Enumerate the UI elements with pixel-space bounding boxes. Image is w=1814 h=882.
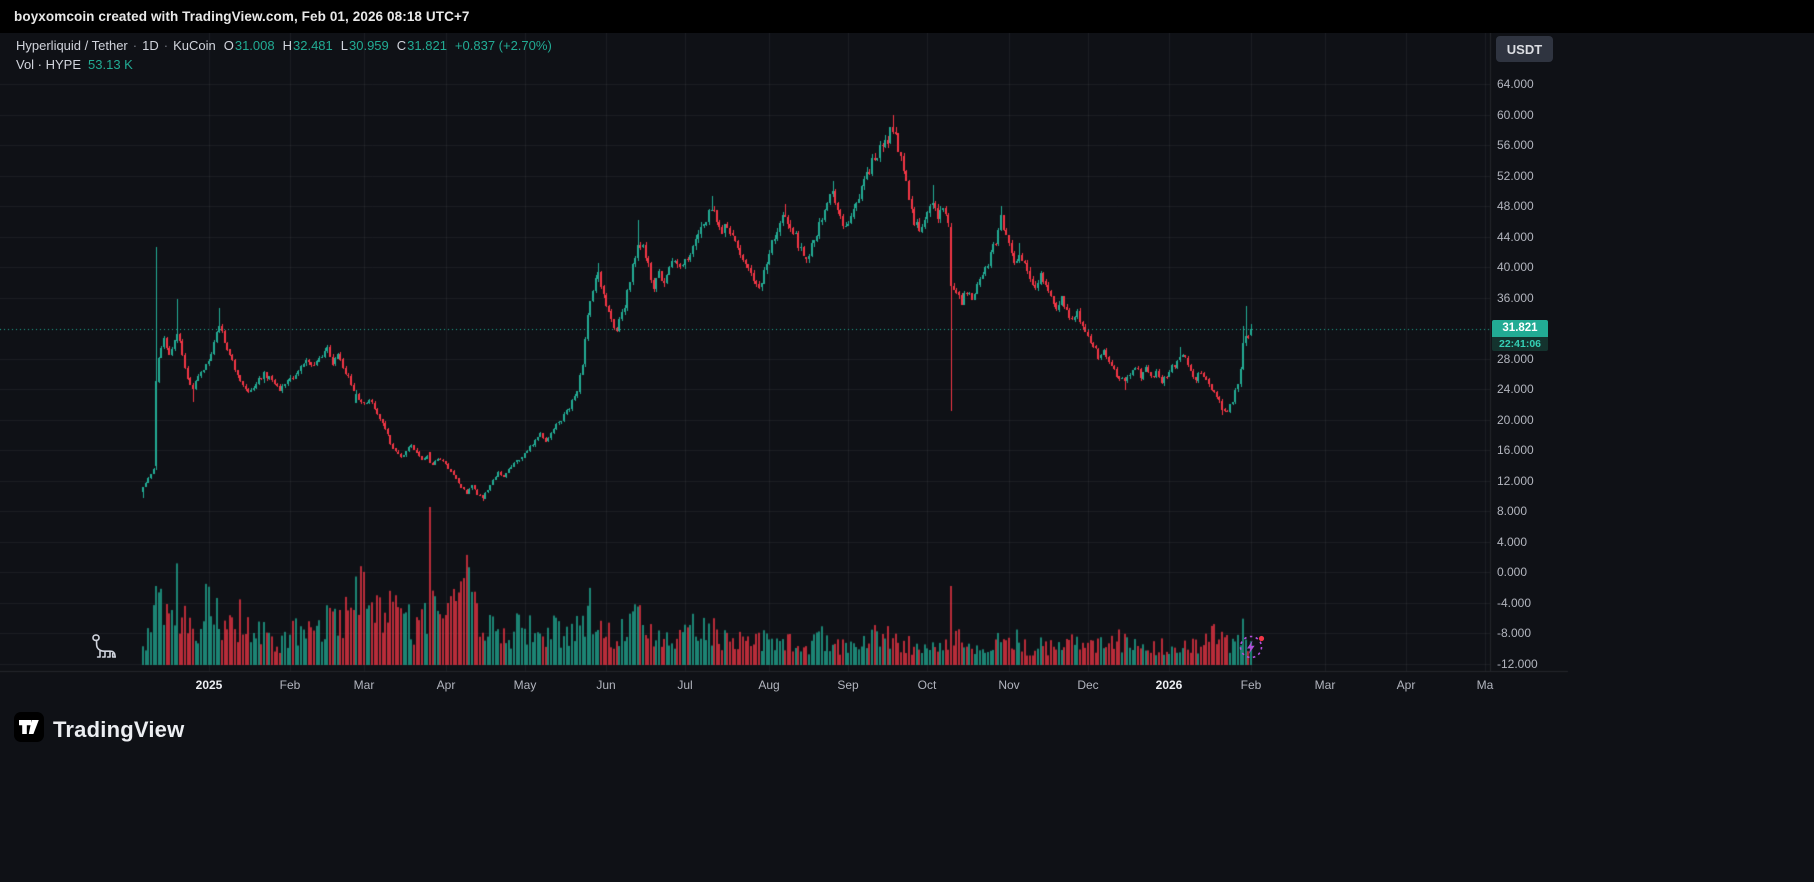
footer: TradingView [0, 696, 1814, 882]
close-value: 31.821 [407, 38, 447, 53]
price-tick-label: 0.000 [1497, 565, 1528, 579]
price-tick-label: 28.000 [1497, 351, 1534, 366]
price-tick-label: 8.000 [1497, 504, 1528, 518]
attribution-text: boyxomcoin created with TradingView.com,… [14, 9, 470, 24]
low-label: L [340, 38, 348, 53]
ohlc-close: C31.821 [397, 36, 447, 55]
chart-canvas[interactable] [0, 33, 1814, 696]
dinosaur-icon[interactable] [90, 631, 122, 668]
price-tick-label: -8.000 [1497, 626, 1532, 640]
ohlc-open: O31.008 [224, 36, 275, 55]
price-tick-label: 40.000 [1497, 260, 1534, 274]
price-tick-label: 60.000 [1497, 107, 1534, 122]
time-tick-label: Dec [1077, 678, 1099, 692]
time-tick-label: May [513, 678, 537, 692]
change-value: +0.837 (+2.70%) [454, 38, 552, 53]
volume-value: 53.13 K [88, 57, 133, 72]
price-tick-label: -12.000 [1497, 656, 1538, 671]
time-tick-label: 2025 [195, 678, 223, 692]
legend-row-main: Hyperliquid / Tether · 1D · KuCoin O31.008 H… [16, 36, 552, 55]
time-tick-label: Nov [998, 678, 1020, 692]
price-tick-label: 16.000 [1497, 443, 1534, 457]
price-tick-label: -4.000 [1497, 595, 1532, 610]
time-tick-label: Oct [917, 678, 937, 692]
price-tick-label: 20.000 [1497, 412, 1534, 427]
time-tick-label: Sep [837, 678, 859, 692]
attribution-bar: boyxomcoin created with TradingView.com,… [0, 0, 1814, 33]
time-tick-label: Feb [1240, 678, 1262, 692]
countdown-timer: 22:41:06 [1492, 337, 1548, 352]
ohlc-low: L30.959 [341, 36, 389, 55]
legend: Hyperliquid / Tether · 1D · KuCoin O31.008 H… [16, 36, 552, 74]
separator-dot: · [132, 38, 138, 53]
time-tick-label: Jun [596, 678, 616, 692]
close-label: C [396, 38, 407, 53]
price-tick-label: 52.000 [1497, 168, 1534, 183]
symbol-title[interactable]: Hyperliquid / Tether [16, 38, 128, 53]
chart-panel: Hyperliquid / Tether · 1D · KuCoin O31.008 H… [0, 33, 1814, 696]
ohlc-high: H32.481 [283, 36, 333, 55]
price-tick-label: 64.000 [1497, 77, 1534, 91]
last-price-label: 31.821 22:41:06 [1492, 320, 1548, 352]
time-tick-label: Jul [677, 678, 693, 692]
exchange-label: KuCoin [173, 38, 216, 53]
price-tick-label: 44.000 [1497, 229, 1534, 244]
time-tick-label: Mar [353, 678, 375, 692]
flash-indicator-icon[interactable] [1237, 632, 1267, 667]
time-tick-label: Ma [1476, 678, 1494, 692]
separator-dot: · [163, 38, 169, 53]
time-tick-label: Mar [1314, 678, 1336, 692]
currency-button[interactable]: USDT [1496, 36, 1553, 62]
high-value: 32.481 [293, 38, 333, 53]
tradingview-logo[interactable] [14, 712, 44, 747]
low-value: 30.959 [349, 38, 389, 53]
price-tick-label: 56.000 [1497, 138, 1534, 152]
price-tick-label: 12.000 [1497, 473, 1534, 488]
volume-label[interactable]: Vol · HYPE [16, 57, 82, 72]
time-tick-label: Apr [1396, 678, 1416, 692]
time-tick-label: 2026 [1155, 678, 1183, 692]
open-value: 31.008 [234, 38, 275, 53]
time-tick-label: Aug [758, 678, 780, 692]
high-label: H [282, 38, 292, 53]
price-tick-label: 48.000 [1497, 199, 1534, 213]
time-tick-label: Apr [436, 678, 456, 692]
interval-label[interactable]: 1D [142, 38, 159, 53]
open-label: O [223, 38, 234, 53]
time-axis[interactable]: 2025 Feb Mar Apr May Jun Jul Aug Sep Oct Nov Dec 202… [0, 671, 1814, 696]
legend-row-volume: Vol · HYPE 53.13 K [16, 55, 552, 74]
time-tick-label: Feb [279, 678, 301, 692]
price-tick-label: 4.000 [1497, 534, 1528, 549]
tradingview-wordmark[interactable]: TradingView [53, 716, 185, 742]
price-tick-label: 24.000 [1497, 382, 1534, 396]
price-tick-label: 36.000 [1497, 290, 1534, 305]
last-price-value: 31.821 [1492, 320, 1548, 338]
